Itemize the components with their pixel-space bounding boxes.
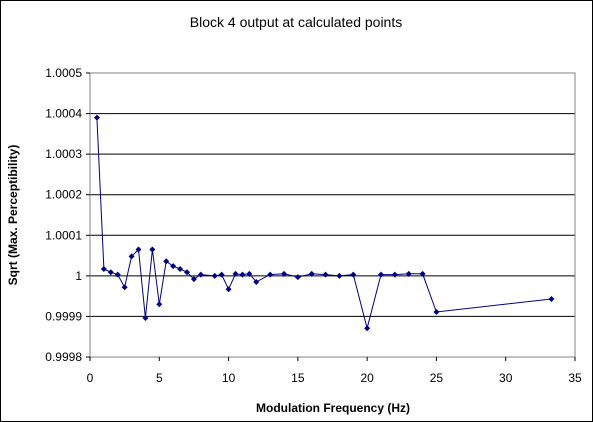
data-point-marker <box>364 325 371 332</box>
y-axis: 0.9998 0.9999 1 1.0001 1.0002 1.0003 1.0004 1.0… <box>45 66 90 364</box>
data-point-marker <box>350 271 357 278</box>
data-point-marker <box>93 114 100 121</box>
data-point-marker <box>548 295 555 302</box>
data-point-marker <box>177 265 184 272</box>
y-tick-label: 1.0002 <box>45 188 82 202</box>
data-point-marker <box>107 269 114 276</box>
x-tick-label: 25 <box>430 371 444 385</box>
x-tick-label: 0 <box>87 371 94 385</box>
x-axis: 0 5 10 15 20 25 30 35 <box>87 357 582 385</box>
data-point-marker <box>170 263 177 270</box>
x-tick-label: 5 <box>156 371 163 385</box>
data-point-marker <box>419 270 426 277</box>
y-tick-label: 1 <box>75 269 82 283</box>
data-point-marker <box>253 278 260 285</box>
data-point-marker <box>294 274 301 281</box>
data-point-marker <box>100 265 107 272</box>
data-markers <box>93 114 555 332</box>
data-point-marker <box>190 276 197 283</box>
y-tick-label: 1.0001 <box>45 228 82 242</box>
data-point-marker <box>405 270 412 277</box>
data-point-marker <box>378 271 384 278</box>
data-point-marker <box>232 270 239 277</box>
data-point-marker <box>156 301 163 308</box>
x-axis-label: Modulation Frequency (Hz) <box>256 401 410 415</box>
data-point-marker <box>336 272 343 279</box>
chart-title: Block 4 output at calculated points <box>190 14 402 30</box>
x-tick-label: 35 <box>568 371 582 385</box>
y-tick-label: 0.9998 <box>45 350 82 364</box>
data-point-marker <box>142 315 149 322</box>
data-point-marker <box>281 270 287 277</box>
data-point-marker <box>211 272 218 279</box>
data-point-marker <box>149 246 156 253</box>
data-point-marker <box>184 269 190 276</box>
data-point-marker <box>239 271 246 278</box>
plot-area <box>89 72 576 358</box>
data-point-marker <box>225 286 232 293</box>
y-tick-label: 1.0004 <box>45 107 82 121</box>
y-tick-label: 1.0005 <box>45 66 82 80</box>
data-point-marker <box>308 270 315 277</box>
x-tick-label: 20 <box>360 371 374 385</box>
x-tick-label: 10 <box>222 371 236 385</box>
data-point-marker <box>128 253 135 260</box>
y-axis-label: Sqrt (Max. Perceptibility) <box>6 145 20 286</box>
data-point-marker <box>163 258 170 265</box>
data-point-marker <box>218 271 225 278</box>
data-point-marker <box>197 271 204 278</box>
series-line <box>96 117 552 331</box>
data-point-marker <box>114 271 121 278</box>
y-tick-label: 1.0003 <box>45 147 82 161</box>
data-point-marker <box>391 271 398 278</box>
data-point-marker <box>135 246 142 253</box>
x-tick-label: 30 <box>499 371 513 385</box>
y-tick-label: 0.9999 <box>45 309 82 323</box>
data-point-marker <box>267 271 274 278</box>
data-point-marker <box>322 271 329 278</box>
data-point-marker <box>246 270 253 277</box>
x-tick-label: 15 <box>291 371 305 385</box>
data-point-marker <box>121 284 128 291</box>
data-point-marker <box>433 308 440 315</box>
